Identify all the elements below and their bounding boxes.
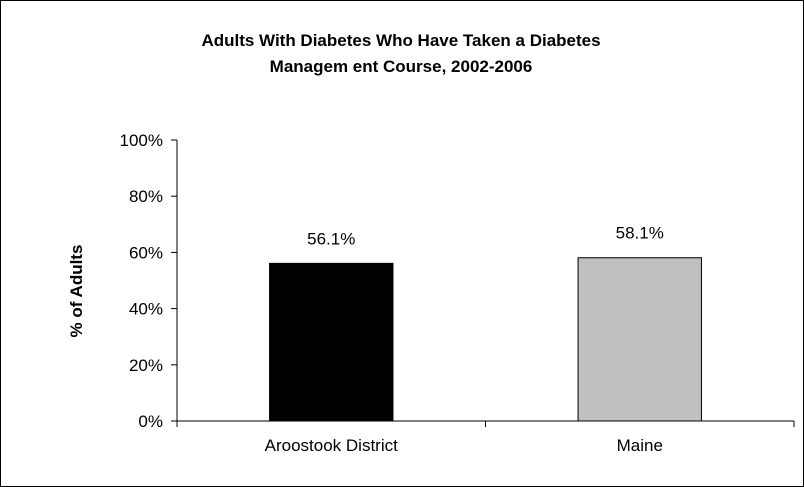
axes: 0% 20% 40% 60% 80% 100% Aroostook District Main… [120, 131, 795, 455]
chart-title-line-2: Managem ent Course, 2002-2006 [269, 57, 533, 76]
data-labels: 56.1% 58.1% [307, 224, 664, 249]
y-tick-label: 60% [129, 243, 163, 262]
y-tick-label: 80% [129, 187, 163, 206]
bar-aroostook-district [269, 262, 394, 422]
bars [269, 257, 702, 422]
chart-title-line-1: Adults With Diabetes Who Have Taken a Di… [201, 31, 601, 50]
y-tick-label: 100% [120, 131, 163, 150]
x-tick-label: Aroostook District [265, 436, 398, 455]
y-tick-label: 0% [138, 412, 163, 431]
data-label: 56.1% [307, 229, 355, 248]
y-axis-title: % of Adults [67, 245, 86, 338]
y-tick-label: 20% [129, 356, 163, 375]
y-tick-label: 40% [129, 300, 163, 319]
bar-maine [577, 257, 702, 422]
x-tick-label: Maine [617, 436, 663, 455]
data-label: 58.1% [616, 224, 664, 243]
